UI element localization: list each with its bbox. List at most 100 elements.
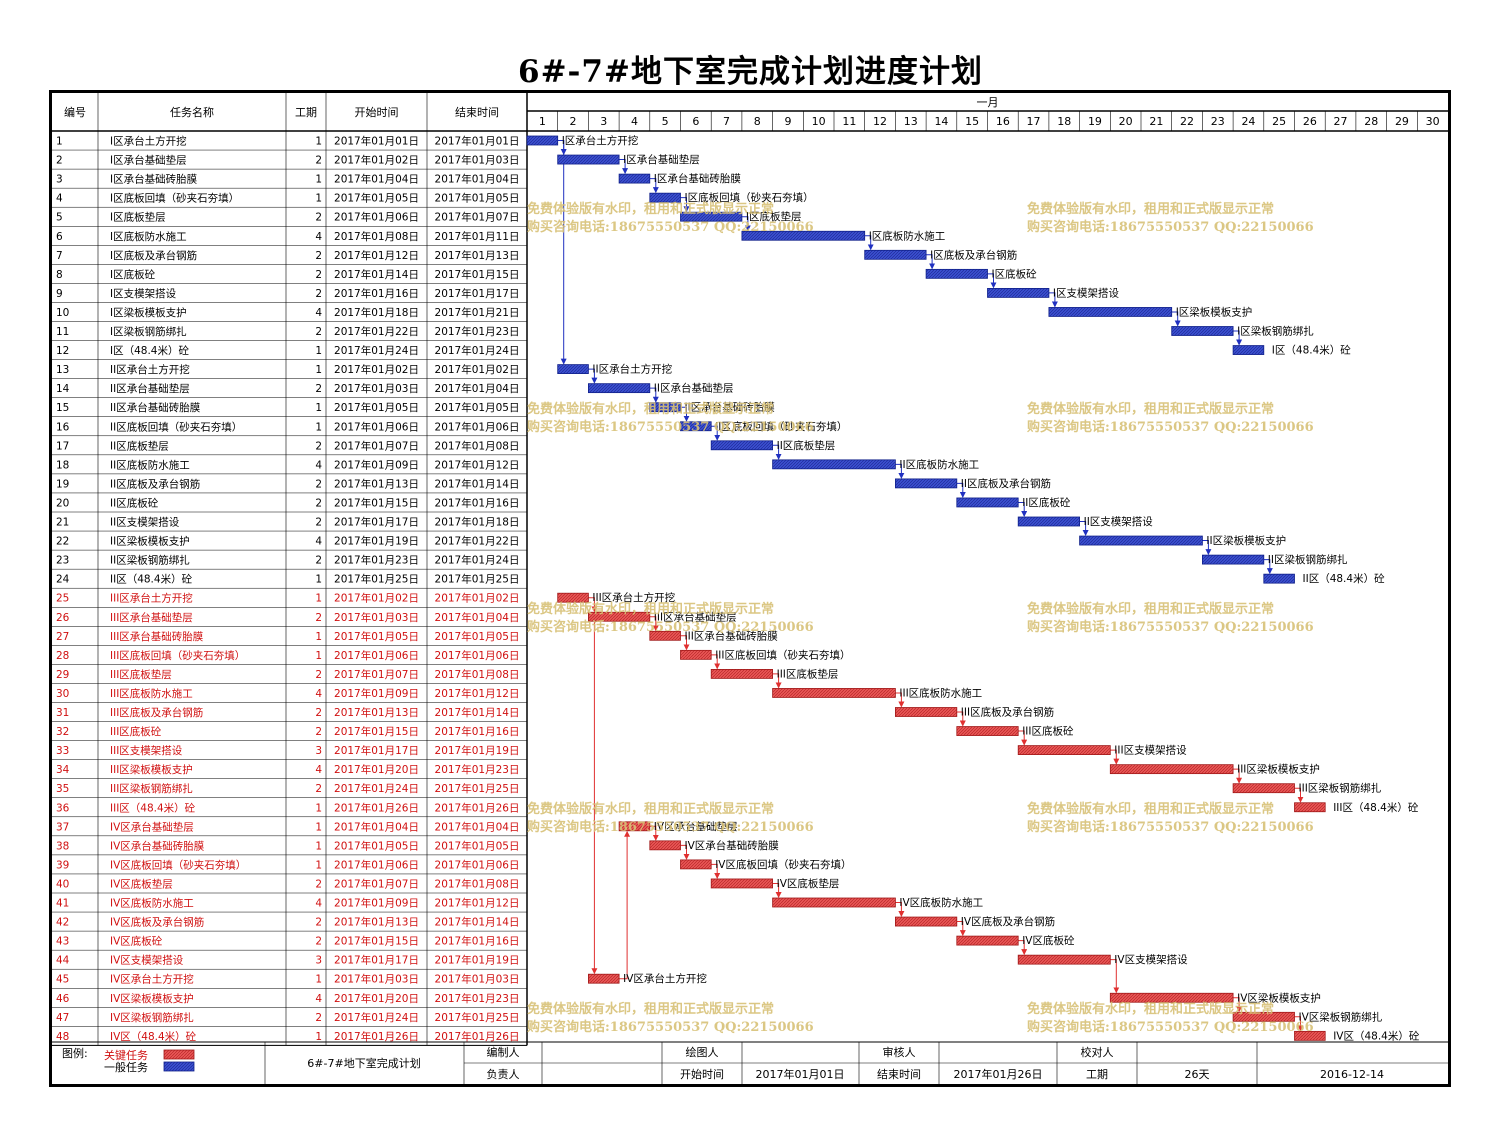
task-bar-17 <box>710 440 774 451</box>
day-tick-label: 30 <box>1426 115 1440 128</box>
task-id: 24 <box>56 574 70 586</box>
day-tick-label: 1 <box>539 115 546 128</box>
header-dur: 工期 <box>295 106 317 119</box>
task-duration: 2 <box>315 326 322 338</box>
task-bar-39 <box>680 859 712 870</box>
task-id: 40 <box>56 878 69 890</box>
task-name: III区底板及承台钢筋 <box>110 706 203 719</box>
chart-title: 6#-7#地下室完成计划进度计划 <box>518 54 983 90</box>
task-end: 2017年01月06日 <box>435 420 520 433</box>
checker-label: 校对人 <box>1081 1045 1114 1059</box>
task-bar-label: II区支模架搭设 <box>1084 515 1154 528</box>
task-duration: 1 <box>315 345 322 357</box>
header-name: 任务名称 <box>170 105 214 119</box>
day-tick-label: 8 <box>754 115 761 128</box>
header-end: 结束时间 <box>455 106 499 119</box>
task-bar-15 <box>649 402 681 413</box>
task-bar-label: II区底板防水施工 <box>899 458 979 471</box>
day-tick-label: 3 <box>600 115 607 128</box>
day-tick-label: 14 <box>934 115 948 128</box>
task-bar-label: IV区承台基础砖胎膜 <box>685 839 780 852</box>
start-value: 2017年01月01日 <box>756 1067 845 1081</box>
task-start: 2017年01月26日 <box>334 801 419 814</box>
task-bar-label: II区底板及承台钢筋 <box>961 477 1051 490</box>
day-tick-label: 23 <box>1211 115 1225 128</box>
task-bar-1 <box>526 135 559 146</box>
task-start: 2017年01月07日 <box>334 668 419 681</box>
task-name: I区梁板钢筋绑扎 <box>110 325 187 338</box>
task-bar-label: IV区承台土方开挖 <box>623 972 707 985</box>
task-id: 39 <box>56 859 69 871</box>
task-id: 17 <box>56 440 69 452</box>
task-name: I区底板砼 <box>110 268 156 281</box>
task-bar-label: II区底板砼 <box>1022 496 1071 509</box>
task-start: 2017年01月15日 <box>334 725 419 738</box>
task-end: 2017年01月08日 <box>435 668 520 681</box>
task-id: 46 <box>56 993 70 1005</box>
header-start: 开始时间 <box>355 105 399 119</box>
task-end: 2017年01月26日 <box>435 1030 520 1043</box>
dependency-link <box>711 425 721 441</box>
task-name: IV区底板回填（砂夹石夯填） <box>110 858 246 871</box>
task-id: 13 <box>56 364 69 376</box>
task-end: 2017年01月16日 <box>435 935 520 948</box>
task-start: 2017年01月24日 <box>334 782 419 795</box>
task-duration: 4 <box>315 459 322 471</box>
dependency-link <box>1110 959 1120 994</box>
task-end: 2017年01月12日 <box>435 897 520 910</box>
task-bar-label: III区梁板钢筋绑扎 <box>1299 782 1382 795</box>
day-tick-label: 5 <box>662 115 669 128</box>
task-duration: 2 <box>315 917 322 929</box>
task-end: 2017年01月14日 <box>435 916 520 929</box>
dependency-link <box>680 635 690 651</box>
task-id: 9 <box>56 288 63 300</box>
owner-label: 负责人 <box>487 1067 520 1081</box>
task-bar-8 <box>925 268 988 279</box>
task-start: 2017年01月02日 <box>334 154 419 167</box>
task-id: 5 <box>56 212 63 224</box>
task-start: 2017年01月07日 <box>334 439 419 452</box>
task-start: 2017年01月05日 <box>334 839 419 852</box>
task-start: 2017年01月19日 <box>334 535 419 548</box>
task-name: II区梁板模板支护 <box>110 535 190 548</box>
task-end: 2017年01月05日 <box>435 192 520 205</box>
task-name: IV区底板防水施工 <box>110 897 194 910</box>
dependency-link <box>680 406 690 422</box>
task-end: 2017年01月17日 <box>435 287 520 300</box>
task-bar-36 <box>1294 802 1326 813</box>
task-name: III区梁板钢筋绑扎 <box>110 782 193 795</box>
task-start: 2017年01月14日 <box>334 268 419 281</box>
day-tick-label: 16 <box>996 115 1010 128</box>
task-bar-20 <box>956 497 1019 508</box>
task-id: 22 <box>56 536 69 548</box>
task-start: 2017年01月23日 <box>334 554 419 567</box>
dependency-link <box>1048 292 1058 308</box>
task-bar-label: I区底板防水施工 <box>869 229 946 242</box>
task-bar-13 <box>557 364 589 375</box>
task-bar-30 <box>772 688 896 698</box>
task-duration: 2 <box>315 555 322 567</box>
task-name: IV区承台土方开挖 <box>110 973 194 986</box>
task-end: 2017年01月05日 <box>435 630 520 643</box>
task-name: II区底板垫层 <box>110 439 169 452</box>
task-end: 2017年01月05日 <box>435 401 520 414</box>
task-duration: 2 <box>315 250 322 262</box>
task-duration: 1 <box>315 821 322 833</box>
dependency-link <box>619 830 631 980</box>
task-end: 2017年01月26日 <box>435 801 520 814</box>
task-bar-label: IV区（48.4米）砼 <box>1333 1029 1420 1042</box>
task-bar-14 <box>588 383 651 394</box>
task-start: 2017年01月03日 <box>334 382 419 395</box>
duration-label: 工期 <box>1086 1068 1108 1081</box>
task-end: 2017年01月16日 <box>435 725 520 738</box>
drafter-label: 绘图人 <box>686 1045 719 1059</box>
task-end: 2017年01月25日 <box>435 1011 520 1024</box>
task-bar-32 <box>956 726 1019 736</box>
task-start: 2017年01月17日 <box>334 744 419 757</box>
task-id: 26 <box>56 612 70 624</box>
task-duration: 2 <box>315 440 322 452</box>
task-duration: 2 <box>315 212 322 224</box>
task-bar-label: III区承台基础砖胎膜 <box>685 629 779 642</box>
task-bar-label: IV区梁板钢筋绑扎 <box>1299 1010 1383 1023</box>
